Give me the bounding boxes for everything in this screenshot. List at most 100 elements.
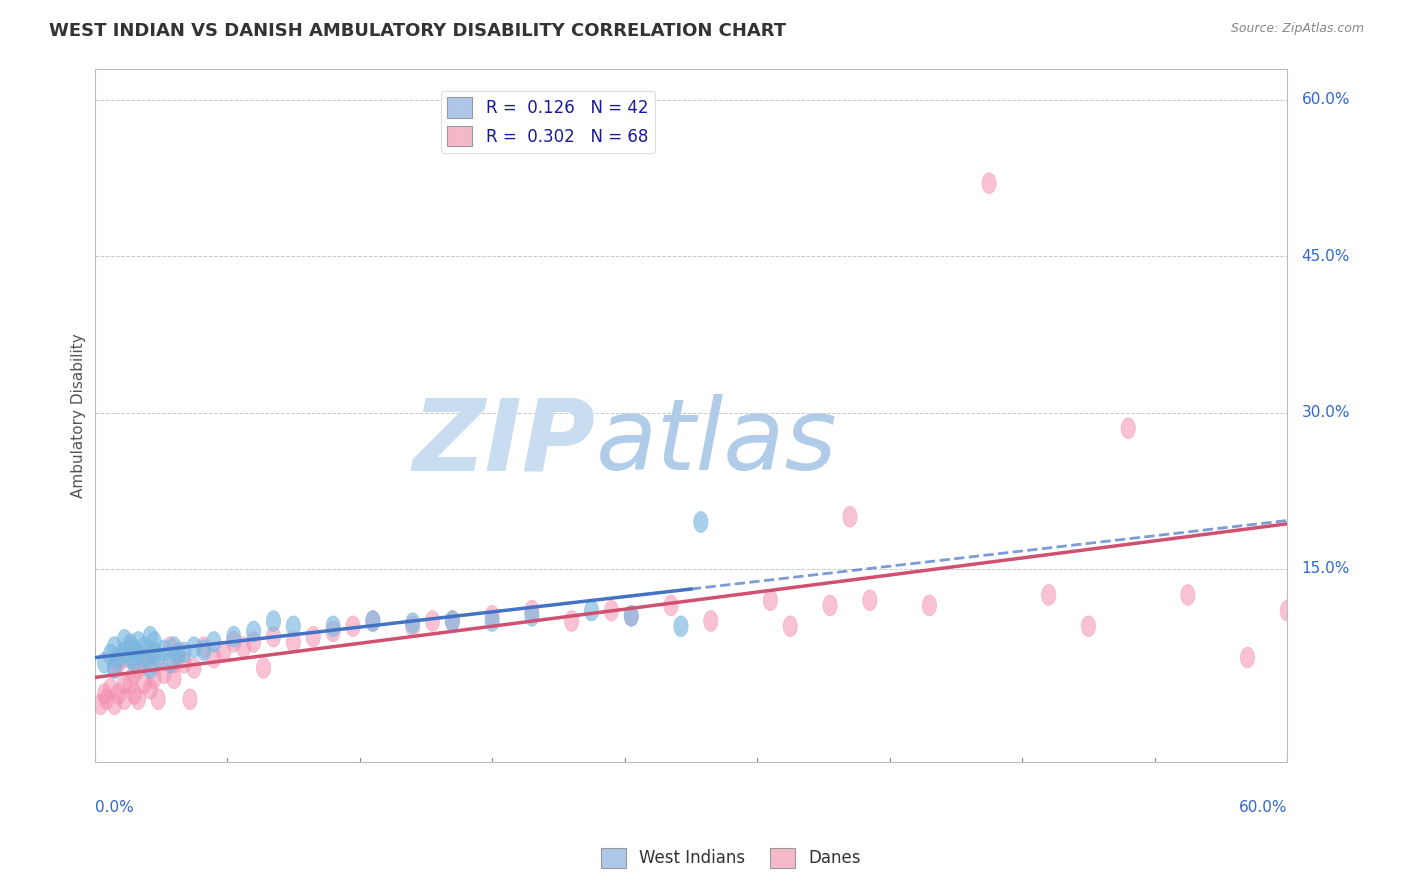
Ellipse shape: [143, 679, 157, 699]
Ellipse shape: [117, 689, 132, 710]
Ellipse shape: [624, 606, 638, 626]
Ellipse shape: [605, 600, 619, 621]
Ellipse shape: [485, 611, 499, 632]
Text: atlas: atlas: [596, 394, 837, 491]
Ellipse shape: [117, 673, 132, 694]
Ellipse shape: [163, 652, 177, 673]
Text: 15.0%: 15.0%: [1302, 561, 1350, 576]
Ellipse shape: [246, 632, 260, 652]
Ellipse shape: [107, 657, 121, 678]
Ellipse shape: [107, 657, 121, 678]
Ellipse shape: [863, 590, 877, 611]
Ellipse shape: [664, 595, 678, 615]
Ellipse shape: [150, 689, 166, 710]
Ellipse shape: [187, 637, 201, 657]
Ellipse shape: [485, 606, 499, 626]
Ellipse shape: [148, 642, 162, 663]
Ellipse shape: [524, 606, 538, 626]
Ellipse shape: [138, 647, 152, 668]
Ellipse shape: [124, 637, 138, 657]
Text: 60.0%: 60.0%: [1239, 800, 1288, 815]
Ellipse shape: [138, 673, 152, 694]
Ellipse shape: [131, 657, 145, 678]
Ellipse shape: [326, 615, 340, 637]
Ellipse shape: [127, 652, 142, 673]
Text: WEST INDIAN VS DANISH AMBULATORY DISABILITY CORRELATION CHART: WEST INDIAN VS DANISH AMBULATORY DISABIL…: [49, 22, 786, 40]
Ellipse shape: [1279, 600, 1295, 621]
Ellipse shape: [117, 647, 132, 668]
Ellipse shape: [127, 663, 142, 683]
Ellipse shape: [167, 637, 181, 657]
Ellipse shape: [111, 647, 125, 668]
Ellipse shape: [307, 626, 321, 647]
Ellipse shape: [157, 663, 172, 683]
Ellipse shape: [197, 640, 211, 661]
Ellipse shape: [148, 668, 162, 689]
Ellipse shape: [131, 689, 145, 710]
Ellipse shape: [673, 615, 688, 637]
Ellipse shape: [138, 652, 152, 673]
Ellipse shape: [981, 173, 997, 194]
Ellipse shape: [124, 673, 138, 694]
Ellipse shape: [183, 689, 197, 710]
Ellipse shape: [246, 621, 260, 642]
Text: 60.0%: 60.0%: [1302, 92, 1350, 107]
Ellipse shape: [346, 615, 360, 637]
Ellipse shape: [93, 694, 108, 714]
Ellipse shape: [172, 644, 186, 665]
Ellipse shape: [426, 611, 440, 632]
Ellipse shape: [1240, 647, 1254, 668]
Ellipse shape: [143, 657, 157, 678]
Ellipse shape: [287, 632, 301, 652]
Legend: R =  0.126   N = 42, R =  0.302   N = 68: R = 0.126 N = 42, R = 0.302 N = 68: [440, 91, 655, 153]
Ellipse shape: [197, 637, 211, 657]
Ellipse shape: [226, 626, 240, 647]
Ellipse shape: [405, 613, 420, 633]
Ellipse shape: [842, 507, 858, 527]
Ellipse shape: [100, 689, 114, 710]
Ellipse shape: [217, 642, 231, 663]
Text: 30.0%: 30.0%: [1302, 405, 1350, 420]
Text: 45.0%: 45.0%: [1302, 249, 1350, 264]
Ellipse shape: [236, 637, 250, 657]
Ellipse shape: [97, 683, 111, 705]
Ellipse shape: [783, 615, 797, 637]
Ellipse shape: [1081, 615, 1095, 637]
Text: 0.0%: 0.0%: [94, 800, 134, 815]
Text: ZIP: ZIP: [412, 394, 596, 491]
Ellipse shape: [326, 621, 340, 642]
Ellipse shape: [172, 642, 186, 663]
Ellipse shape: [226, 632, 240, 652]
Ellipse shape: [1042, 584, 1056, 606]
Ellipse shape: [103, 644, 118, 665]
Legend: West Indians, Danes: West Indians, Danes: [595, 841, 868, 875]
Y-axis label: Ambulatory Disability: Ambulatory Disability: [72, 333, 86, 498]
Ellipse shape: [763, 590, 778, 611]
Ellipse shape: [266, 611, 281, 632]
Ellipse shape: [524, 600, 538, 621]
Ellipse shape: [256, 657, 271, 678]
Ellipse shape: [127, 640, 142, 661]
Ellipse shape: [167, 668, 181, 689]
Ellipse shape: [143, 626, 157, 647]
Ellipse shape: [107, 694, 121, 714]
Ellipse shape: [446, 611, 460, 632]
Ellipse shape: [922, 595, 936, 615]
Ellipse shape: [177, 642, 191, 663]
Ellipse shape: [103, 679, 118, 699]
Ellipse shape: [446, 611, 460, 632]
Ellipse shape: [405, 615, 420, 637]
Ellipse shape: [148, 652, 162, 673]
Ellipse shape: [287, 615, 301, 637]
Ellipse shape: [703, 611, 718, 632]
Ellipse shape: [177, 652, 191, 673]
Ellipse shape: [167, 652, 181, 673]
Ellipse shape: [117, 630, 132, 650]
Ellipse shape: [97, 652, 111, 673]
Text: Source: ZipAtlas.com: Source: ZipAtlas.com: [1230, 22, 1364, 36]
Ellipse shape: [266, 626, 281, 647]
Ellipse shape: [138, 637, 152, 657]
Ellipse shape: [157, 640, 172, 661]
Ellipse shape: [1181, 584, 1195, 606]
Ellipse shape: [111, 652, 125, 673]
